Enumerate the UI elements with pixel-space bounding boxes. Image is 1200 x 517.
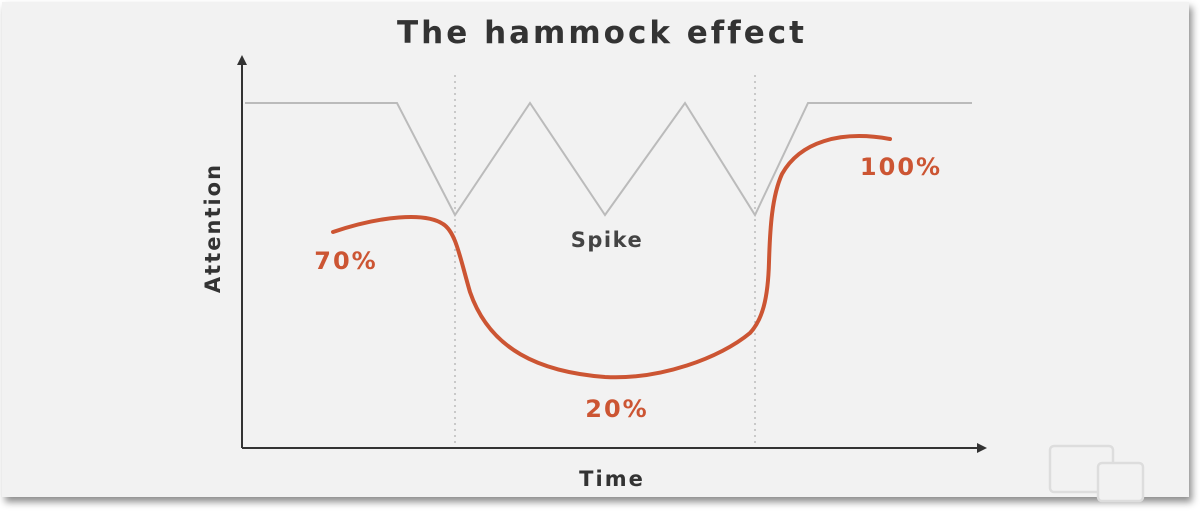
- attention-start-label: 70%: [314, 247, 377, 275]
- devices-watermark-icon: [1048, 444, 1145, 503]
- spike-line: [245, 101, 972, 218]
- attention-curve: [331, 134, 892, 380]
- x-axis-label: Time: [579, 467, 645, 491]
- attention-middle-label: 20%: [585, 395, 648, 423]
- attention-end-label: 100%: [860, 153, 942, 181]
- diagram-card: [2, 2, 1189, 497]
- spike-label: Spike: [571, 228, 644, 252]
- y-axis-label: Attention: [201, 163, 225, 293]
- diagram-title: The hammock effect: [397, 15, 807, 51]
